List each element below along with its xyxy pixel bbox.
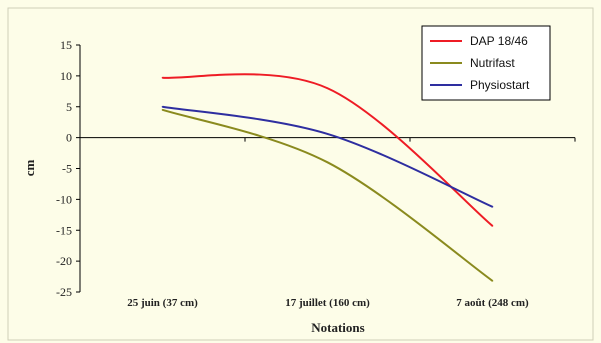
x-category-label: 17 juillet (160 cm)	[285, 297, 370, 309]
x-axis-title: Notations	[311, 320, 364, 335]
y-tick-label: -5	[62, 162, 72, 176]
y-tick-label: 10	[60, 69, 72, 83]
data-point-nutrifast	[491, 280, 494, 282]
x-category-label: 25 juin (37 cm)	[127, 297, 198, 309]
y-tick-label: -15	[56, 223, 72, 237]
axes: 15 10 5 0 -5 -10 -15 -20 -25 25 juin (37 cm) 17 ju…	[56, 38, 576, 309]
data-point-nutrifast	[161, 109, 164, 111]
y-tick-label: 15	[60, 38, 72, 52]
y-axis-title: cm	[22, 160, 37, 177]
y-tick-label: 5	[66, 100, 72, 114]
data-point-dap-18-46	[326, 87, 329, 90]
y-tick-label: -10	[56, 192, 72, 206]
y-tick-label: -25	[56, 285, 72, 299]
data-point-physiostart	[161, 105, 164, 108]
x-category-label: 7 août (248 cm)	[456, 297, 529, 309]
legend-label-dap-18-46: DAP 18/46	[470, 34, 528, 48]
legend: DAP 18/46 Nutrifast Physiostart	[421, 25, 551, 101]
data-point-nutrifast	[326, 161, 329, 164]
y-tick-label: 0	[66, 131, 72, 145]
data-point-physiostart	[326, 133, 329, 135]
legend-label-nutrifast: Nutrifast	[470, 56, 515, 70]
legend-label-physiostart: Physiostart	[470, 78, 530, 92]
series-layer	[161, 73, 494, 282]
data-point-dap-18-46	[161, 76, 164, 79]
data-point-physiostart	[491, 205, 494, 208]
data-point-dap-18-46	[491, 225, 494, 227]
y-tick-label: -20	[56, 254, 72, 268]
